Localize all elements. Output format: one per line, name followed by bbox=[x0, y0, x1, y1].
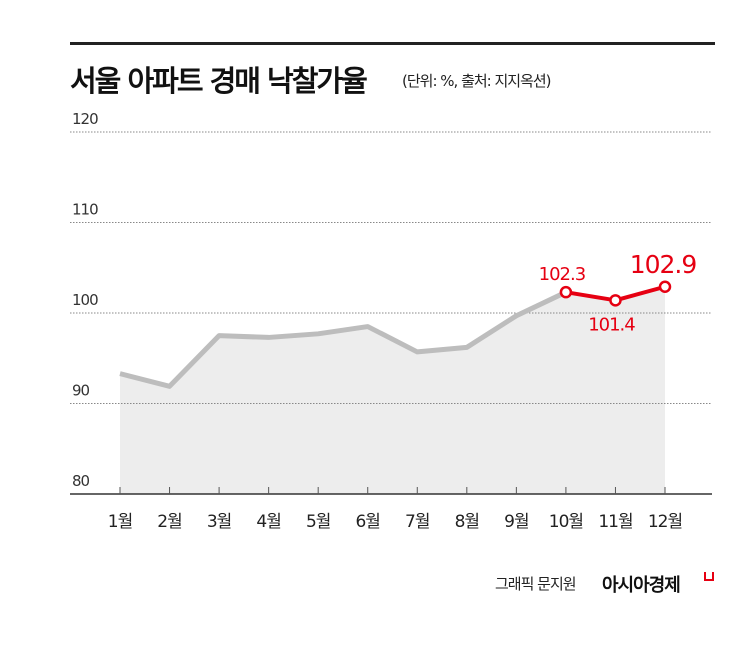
y-tick-label: 80 bbox=[72, 472, 90, 490]
brand-logo: 아시아경제 bbox=[602, 575, 681, 596]
graphic-credit: 그래픽 문지원 bbox=[495, 575, 577, 593]
y-tick-label: 100 bbox=[72, 291, 98, 309]
chart-subtitle: (단위: %, 출처: 지지옥션) bbox=[402, 72, 552, 90]
x-tick-label: 6월 bbox=[355, 512, 379, 532]
y-tick-label: 110 bbox=[72, 201, 98, 219]
chart-title: 서울 아파트 경매 낙찰가율 bbox=[70, 64, 368, 98]
data-point bbox=[609, 294, 622, 307]
x-tick-label: 10월 bbox=[549, 512, 583, 532]
y-tick-label: 120 bbox=[72, 110, 98, 128]
brand-mark-icon bbox=[704, 572, 714, 581]
y-tick-label: 90 bbox=[72, 382, 90, 400]
x-tick-label: 3월 bbox=[207, 512, 231, 532]
x-tick-label: 8월 bbox=[455, 512, 479, 532]
area-fill bbox=[120, 286, 665, 494]
x-tick-label: 9월 bbox=[504, 512, 528, 532]
x-tick-label: 5월 bbox=[306, 512, 330, 532]
data-point bbox=[559, 285, 573, 299]
x-tick-label: 7월 bbox=[405, 512, 429, 532]
x-tick-label: 12월 bbox=[648, 512, 682, 532]
data-label: 101.4 bbox=[588, 314, 635, 335]
data-label: 102.3 bbox=[539, 264, 586, 285]
x-tick-label: 2월 bbox=[157, 512, 181, 532]
top-rule bbox=[70, 42, 715, 45]
x-tick-label: 4월 bbox=[256, 512, 280, 532]
data-point bbox=[658, 280, 672, 294]
data-label: 102.9 bbox=[630, 250, 697, 279]
series-line bbox=[119, 289, 567, 389]
x-tick-label: 11월 bbox=[598, 512, 632, 532]
x-tick-label: 1월 bbox=[108, 512, 132, 532]
